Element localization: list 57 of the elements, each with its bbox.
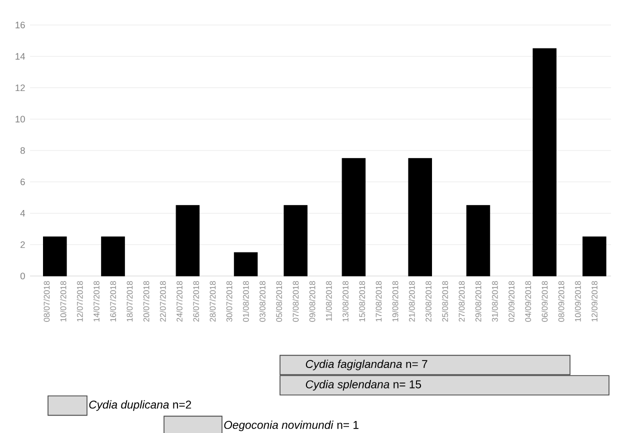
x-tick-label: 02/09/2018	[508, 281, 514, 322]
x-tick-label: 19/08/2018	[392, 281, 398, 322]
x-tick-label: 24/07/2018	[176, 281, 182, 322]
x-tick-label: 08/07/2018	[44, 281, 50, 322]
x-tick-label: 30/07/2018	[226, 281, 232, 322]
text: Cydia splendana n= 15	[306, 380, 422, 391]
y-tick-label: 0	[20, 272, 25, 280]
x-tick-label: 23/08/2018	[425, 281, 432, 322]
x-tick-label: 10/09/2018	[574, 281, 581, 322]
bar	[284, 205, 308, 276]
y-tick-label: 4	[20, 210, 26, 216]
x-tick-label: 03/08/2018	[259, 281, 266, 322]
x-tick-label: 11/08/2018	[326, 281, 332, 321]
bar	[101, 236, 125, 276]
x-tick-label: 13/08/2018	[342, 281, 348, 322]
y-tick-label: 10	[16, 116, 25, 122]
x-tick-label: 21/08/2018	[408, 281, 415, 322]
x-tick-label: 15/08/2018	[358, 281, 366, 322]
x-tick-label: 04/09/2018	[524, 281, 532, 322]
y-tick-label: 2	[20, 241, 25, 248]
x-tick-label: 12/07/2018	[76, 281, 83, 322]
x-tick-label: 06/09/2018	[542, 281, 548, 322]
x-tick-label: 25/08/2018	[442, 281, 448, 322]
bar	[43, 236, 67, 276]
y-tick-label: 14	[16, 53, 26, 60]
x-tick-label: 14/07/2018	[93, 281, 100, 322]
bar	[466, 205, 490, 276]
x-tick-label: 09/08/2018	[309, 281, 316, 322]
y-tick-label: 12	[16, 84, 25, 92]
x-tick-label: 05/08/2018	[276, 281, 282, 322]
y-tick-label: 8	[20, 147, 25, 154]
x-tick-label: 20/07/2018	[143, 281, 150, 322]
x-tick-label: 17/08/2018	[376, 281, 382, 322]
text: Oegoconia novimundi n= 1	[224, 420, 358, 432]
x-tick-label: 10/07/2018	[60, 281, 66, 322]
x-tick-label: 29/08/2018	[475, 281, 482, 322]
text: Cydia duplicana n=2	[89, 400, 192, 411]
bar	[342, 158, 366, 276]
bar	[532, 48, 556, 276]
x-tick-label: 08/09/2018	[558, 281, 564, 322]
x-tick-label: 22/07/2018	[160, 281, 166, 322]
x-tick-label: 01/08/2018	[242, 281, 249, 322]
bar	[408, 158, 432, 276]
x-tick-label: 12/09/2018	[591, 281, 598, 322]
x-tick-label: 16/07/2018	[110, 281, 116, 322]
bar	[234, 252, 258, 276]
y-tick-label: 6	[20, 178, 25, 186]
bar	[176, 205, 200, 276]
text: Cydia fagiglandana n= 7	[306, 360, 428, 370]
y-tick-label: 16	[16, 22, 25, 28]
x-tick-label: 18/07/2018	[126, 281, 133, 322]
bar	[582, 236, 606, 276]
x-tick-label: 28/07/2018	[210, 281, 216, 322]
x-tick-label: 26/07/2018	[192, 281, 200, 322]
x-tick-label: 31/08/2018	[492, 281, 498, 322]
x-tick-label: 27/08/2018	[458, 281, 465, 322]
x-tick-label: 07/08/2018	[292, 281, 299, 322]
